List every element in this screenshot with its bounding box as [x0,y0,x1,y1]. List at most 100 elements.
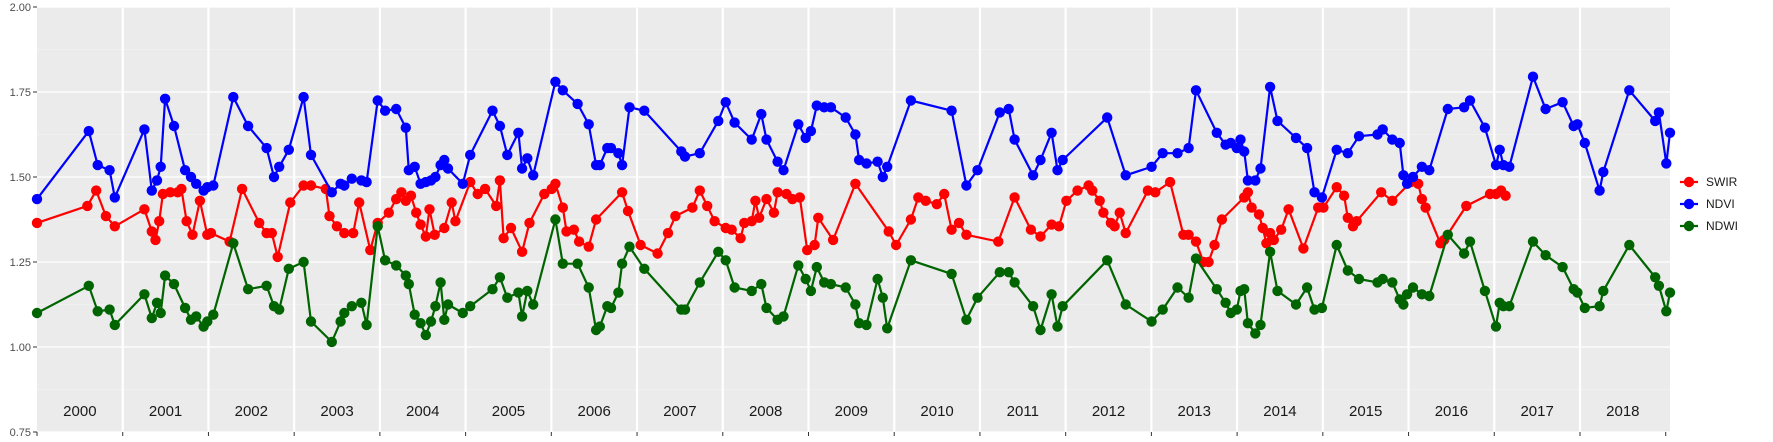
year-label: 2011 [1007,403,1039,420]
data-point-ndvi [242,120,254,132]
data-point-swir [285,197,296,208]
data-point-ndwi [624,241,635,252]
data-point-ndwi [430,301,441,312]
data-point-swir [772,187,783,198]
data-point-swir [850,178,861,189]
y-tick-label: 2.00 [10,2,31,14]
data-point-ndwi [1290,299,1302,310]
data-point-ndvi [1331,144,1342,155]
data-point-ndwi [1579,302,1591,314]
legend: SWIR NDVI NDWI [1680,175,1738,233]
data-point-ndwi [1594,301,1605,312]
data-point-ndwi [1231,304,1243,315]
data-point-ndvi [882,161,893,172]
data-point-ndvi [1264,81,1276,93]
data-point-swir [931,199,942,210]
data-point-ndvi [1316,192,1328,203]
data-point-ndwi [1035,324,1046,336]
data-point-swir [450,216,461,227]
data-point-ndwi [1424,290,1435,302]
data-point-ndvi [109,192,121,203]
data-point-ndvi [1309,187,1320,198]
data-point-swir [272,251,283,263]
data-point-swir [1203,256,1214,268]
data-point-swir [415,219,426,230]
data-point-ndwi [1398,299,1409,310]
data-point-swir [1087,185,1098,196]
data-point-ndwi [439,314,450,325]
data-point-swir [694,185,705,196]
data-point-ndwi [1146,316,1157,327]
data-point-ndwi [840,282,851,293]
data-point-ndwi [946,268,957,280]
data-point-ndwi [877,292,888,303]
data-point-swir [354,197,365,208]
data-point-ndvi [761,134,772,145]
data-point-ndwi [1540,250,1551,261]
data-point-ndvi [494,120,506,132]
data-point-ndvi [1504,161,1515,172]
data-point-ndvi [1407,171,1419,183]
data-point-ndwi [972,292,983,303]
data-point-swir [1298,243,1309,254]
data-point-swir [709,216,720,227]
data-point-ndvi [1540,103,1551,115]
data-point-swir [1061,195,1072,206]
data-point-swir [961,229,972,240]
data-point-swir [298,180,309,191]
data-point-swir [331,221,343,232]
y-tick-label: 1.00 [10,342,31,354]
data-point-swir [305,180,317,191]
data-point-swir [802,244,813,256]
data-point-ndvi [1239,146,1250,157]
data-point-ndwi [442,299,454,310]
year-label: 2012 [1092,403,1125,420]
data-point-swir [616,187,628,198]
data-point-ndvi [1190,85,1202,96]
data-point-swir [1387,195,1398,206]
data-point-ndwi [1401,289,1413,300]
data-point-swir [505,222,517,234]
data-point-swir [768,207,780,218]
data-point-ndwi [346,301,357,312]
data-point-ndwi [191,311,202,322]
data-point-swir [1253,209,1265,220]
data-point-ndvi [1377,124,1388,135]
data-point-swir [750,195,761,206]
data-point-ndwi [1557,261,1568,273]
year-label: 2002 [235,403,268,420]
data-point-ndvi [274,161,285,172]
data-point-swir [652,248,663,259]
data-point-ndwi [1316,302,1328,314]
series-ndwi [31,214,1676,348]
data-point-ndvi [605,142,617,154]
data-point-ndwi [1027,301,1039,312]
data-point-ndwi [778,311,789,322]
y-tick-label: 1.75 [10,87,31,99]
data-point-ndwi [1120,299,1131,310]
y-tick-label: 1.25 [10,257,31,269]
data-point-ndwi [825,278,837,290]
data-point-ndwi [557,258,568,269]
data-point-swir [1268,234,1280,246]
data-point-ndwi [761,302,772,314]
data-point-ndvi [191,178,202,189]
data-point-ndvi [805,125,817,137]
data-point-ndwi [283,263,294,274]
data-point-swir [1318,202,1329,213]
series-ndvi [31,71,1676,205]
data-point-swir [953,217,965,229]
data-point-ndvi [1146,161,1157,172]
data-point-ndvi [208,180,219,191]
data-point-ndvi [861,158,872,169]
data-point-swir [1109,221,1120,232]
data-point-ndwi [168,278,180,290]
data-point-swir [883,226,894,237]
data-point-swir [920,195,931,206]
data-point-ndvi [400,122,411,133]
year-label: 2009 [835,403,868,420]
data-point-ndvi [1490,159,1502,171]
data-point-swir [1009,192,1020,203]
data-point-ndwi [1490,321,1502,332]
